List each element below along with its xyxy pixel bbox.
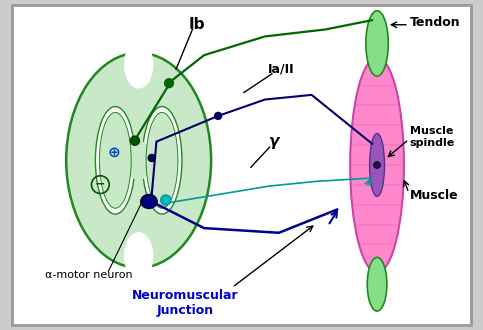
Ellipse shape xyxy=(142,107,182,214)
Ellipse shape xyxy=(366,11,388,76)
Circle shape xyxy=(214,112,222,120)
Ellipse shape xyxy=(161,195,171,205)
Text: Muscle
spindle: Muscle spindle xyxy=(410,126,455,148)
Text: Neuromuscular
Junction: Neuromuscular Junction xyxy=(132,289,239,317)
Ellipse shape xyxy=(146,113,178,208)
Text: Ib: Ib xyxy=(189,17,205,32)
Text: Ia/II: Ia/II xyxy=(268,63,295,76)
Ellipse shape xyxy=(125,41,153,88)
Ellipse shape xyxy=(367,257,387,311)
Text: α-motor neuron: α-motor neuron xyxy=(45,270,133,280)
Ellipse shape xyxy=(99,113,131,208)
Ellipse shape xyxy=(96,107,135,214)
Text: γ: γ xyxy=(269,134,279,149)
Ellipse shape xyxy=(369,133,384,197)
Text: −: − xyxy=(95,177,106,190)
Circle shape xyxy=(164,78,174,88)
Ellipse shape xyxy=(373,161,381,169)
Ellipse shape xyxy=(350,57,404,273)
Ellipse shape xyxy=(130,136,140,146)
Ellipse shape xyxy=(66,53,211,268)
Ellipse shape xyxy=(125,233,153,280)
FancyBboxPatch shape xyxy=(12,5,471,325)
Ellipse shape xyxy=(148,154,156,162)
Ellipse shape xyxy=(126,141,152,180)
Text: Tendon: Tendon xyxy=(410,16,460,29)
Text: ⊕: ⊕ xyxy=(108,145,121,159)
Ellipse shape xyxy=(141,194,157,209)
Text: Muscle: Muscle xyxy=(410,189,458,202)
